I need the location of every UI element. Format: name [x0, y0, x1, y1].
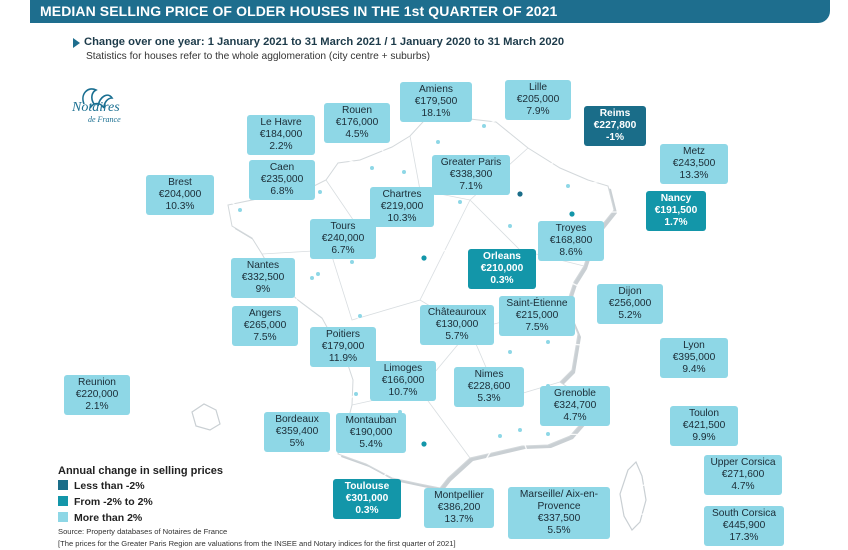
city-label-metz: Metz €243,500 13.3% [660, 144, 728, 184]
note: Statistics for houses refer to the whole… [86, 51, 430, 62]
legend-swatch-mid [58, 496, 68, 506]
city-label-tours: Tours €240,000 6.7% [310, 219, 376, 259]
city-label-montpellier: Montpellier €386,200 13.7% [424, 488, 494, 528]
city-label-brest: Brest €204,000 10.3% [146, 175, 214, 215]
city-label-poitiers: Poitiers €179,000 11.9% [310, 327, 376, 367]
city-label-toulon: Toulon €421,500 9.9% [670, 406, 738, 446]
city-label-dijon: Dijon €256,000 5.2% [597, 284, 663, 324]
reunion-island [191, 403, 221, 431]
city-label-angers: Angers €265,000 7.5% [232, 306, 298, 346]
city-label-lille: Lille €205,000 7.9% [505, 80, 571, 120]
city-label-nimes: Nimes €228,600 5.3% [454, 367, 524, 407]
notaires-logo-icon [82, 88, 114, 109]
city-label-lyon: Lyon €395,000 9.4% [660, 338, 728, 378]
city-label-le-havre: Le Havre €184,000 2.2% [247, 115, 315, 155]
city-label-bordeaux: Bordeaux €359,400 5% [264, 412, 330, 452]
city-label-marseille-aix: Marseille/ Aix-en-Provence €337,500 5.5% [508, 487, 610, 539]
legend-item-less: Less than -2% [58, 480, 145, 492]
city-label-troyes: Troyes €168,800 8.6% [538, 221, 604, 261]
legend-item-mid: From -2% to 2% [58, 496, 153, 508]
city-label-reunion: Reunion €220,000 2.1% [64, 375, 130, 415]
city-label-south-corsica: South Corsica €445,900 17.3% [704, 506, 784, 546]
city-label-amiens: Amiens €179,500 18.1% [400, 82, 472, 122]
city-label-caen: Caen €235,000 6.8% [249, 160, 315, 200]
city-label-chartres: Chartres €219,000 10.3% [370, 187, 434, 227]
city-label-upper-corsica: Upper Corsica €271,600 4.7% [704, 455, 782, 495]
page-title: MEDIAN SELLING PRICE OF OLDER HOUSES IN … [40, 3, 558, 19]
city-label-nantes: Nantes €332,500 9% [231, 258, 295, 298]
city-label-nancy: Nancy €191,500 1.7% [646, 191, 706, 231]
city-label-chateauroux: Châteauroux €130,000 5.7% [420, 305, 494, 345]
logo-name: Notaires [72, 100, 120, 115]
legend-swatch-less [58, 480, 68, 490]
legend-title: Annual change in selling prices [58, 465, 224, 477]
city-label-montauban: Montauban €190,000 5.4% [336, 413, 406, 453]
arrow-right-icon [73, 38, 80, 48]
city-label-toulouse: Toulouse €301,000 0.3% [333, 479, 401, 519]
source-note: Source: Property databases of Notaires d… [58, 527, 228, 536]
subtitle: Change over one year: 1 January 2021 to … [84, 36, 565, 48]
corsica [619, 460, 647, 531]
title-banner [30, 0, 830, 23]
legend-item-more: More than 2% [58, 512, 142, 524]
logo-sub: de France [88, 115, 121, 124]
city-label-greater-paris: Greater Paris €338,300 7.1% [432, 155, 510, 195]
city-label-rouen: Rouen €176,000 4.5% [324, 103, 390, 143]
city-label-saint-etienne: Saint-Étienne €215,000 7.5% [499, 296, 575, 336]
city-label-reims: Reims €227,800 -1% [584, 106, 646, 146]
city-label-grenoble: Grenoble €324,700 4.7% [540, 386, 610, 426]
city-label-limoges: Limoges €166,000 10.7% [370, 361, 436, 401]
city-label-orleans: Orleans €210,000 0.3% [468, 249, 536, 289]
source-footnote: [The prices for the Greater Paris Region… [58, 539, 456, 548]
legend-swatch-more [58, 512, 68, 522]
